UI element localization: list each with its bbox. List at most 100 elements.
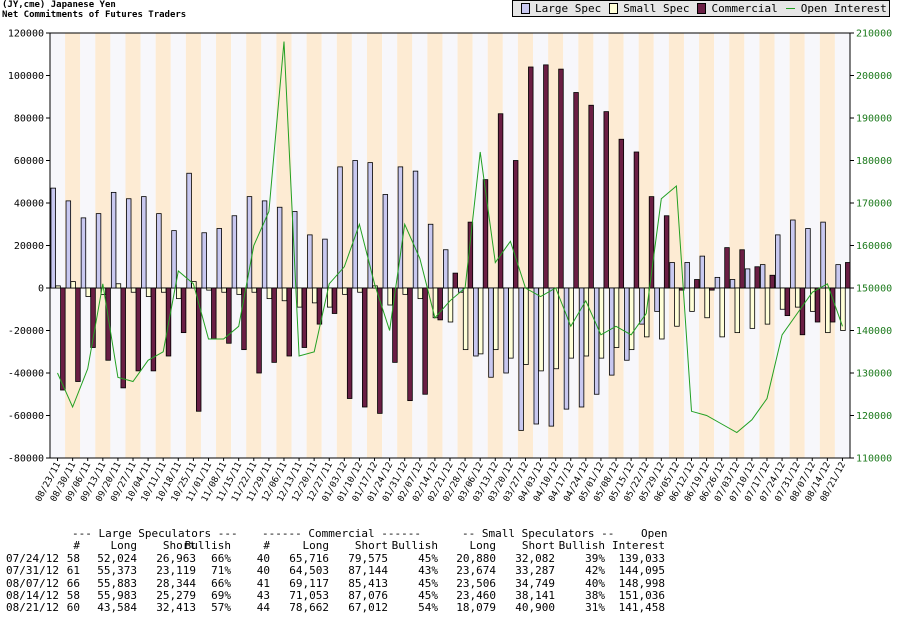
bar-large-spec xyxy=(65,200,72,289)
bar-large-spec xyxy=(533,287,539,425)
bar-commercial xyxy=(377,287,383,414)
bar-large-spec xyxy=(397,166,404,289)
bar-commercial xyxy=(558,68,564,289)
legend-label: Open Interest xyxy=(800,2,887,15)
background-band xyxy=(714,33,730,458)
table-cell: 87,144 xyxy=(348,564,388,578)
table-cell: 64,503 xyxy=(289,564,329,578)
bar-small-spec xyxy=(553,287,559,370)
bar-small-spec xyxy=(221,287,227,293)
table-cell: 71% xyxy=(211,564,231,578)
table-cell: 58 xyxy=(66,589,80,602)
table-cell: 23,119 xyxy=(156,564,196,578)
group-header-commercial: ------ Commercial ------ xyxy=(262,527,421,540)
bar-commercial xyxy=(452,272,458,289)
background-band xyxy=(442,33,458,458)
bar-commercial xyxy=(724,247,730,289)
column-header: Long xyxy=(302,539,330,553)
background-band xyxy=(80,33,96,458)
table-cell: 66% xyxy=(211,576,231,590)
bar-commercial xyxy=(512,160,519,289)
background-band xyxy=(321,33,337,458)
table-cell: 39% xyxy=(585,551,605,565)
background-band xyxy=(457,33,473,458)
table-cell: 23,460 xyxy=(456,589,496,602)
legend-commercial: Commercial xyxy=(697,2,778,15)
y-tick-label: 60000 xyxy=(14,156,44,167)
bar-commercial xyxy=(679,287,685,291)
bar-commercial xyxy=(286,287,292,357)
legend-label: Large Spec xyxy=(535,2,602,15)
bar-large-spec xyxy=(156,213,162,289)
net-commitments-chart: 120000100000800006000040000200000-20000-… xyxy=(8,29,892,504)
legend-line-open-interest xyxy=(785,8,795,9)
table-cell: 55,373 xyxy=(97,564,137,578)
bar-small-spec xyxy=(508,287,514,359)
group-header-large-spec: --- Large Speculators --- xyxy=(72,527,238,540)
bar-large-spec xyxy=(548,287,555,427)
column-header: Long xyxy=(110,539,138,553)
chart-subtitle: Net Commitments of Futures Traders xyxy=(2,10,187,20)
table-cell: 33,287 xyxy=(515,564,555,578)
bar-small-spec xyxy=(523,287,529,365)
bar-commercial xyxy=(150,287,157,372)
background-band xyxy=(804,33,820,458)
bar-commercial xyxy=(618,138,625,289)
bar-large-spec xyxy=(412,170,419,289)
bar-small-spec xyxy=(749,287,756,329)
background-band xyxy=(638,33,654,458)
bar-commercial xyxy=(633,151,640,289)
bar-small-spec xyxy=(447,287,454,323)
bar-commercial xyxy=(573,92,579,289)
bar-large-spec xyxy=(292,211,298,289)
bar-small-spec xyxy=(764,287,771,325)
column-header: # xyxy=(263,539,270,553)
bar-commercial xyxy=(648,196,655,289)
bar-large-spec xyxy=(216,228,222,289)
bar-commercial xyxy=(60,287,66,391)
bar-commercial xyxy=(603,111,609,289)
chart-header: (JY,cme) Japanese Yen Net Commitments of… xyxy=(2,0,186,20)
y2-tick-label: 200000 xyxy=(856,71,892,82)
column-header: Short xyxy=(354,539,388,553)
bar-commercial xyxy=(271,287,277,363)
table-cell: 23,674 xyxy=(456,564,496,578)
table-cell: 139,033 xyxy=(618,551,665,565)
bar-large-spec xyxy=(669,262,675,289)
bar-large-spec xyxy=(322,238,328,289)
bar-commercial xyxy=(422,287,428,395)
bar-large-spec xyxy=(593,287,600,395)
legend-small-spec: Small Spec xyxy=(609,2,689,15)
table-cell: 43% xyxy=(418,564,438,578)
bar-large-spec xyxy=(624,287,630,361)
y2-tick-label: 130000 xyxy=(856,369,892,380)
table-cell: 23,506 xyxy=(456,576,496,590)
y-tick-label: -80000 xyxy=(8,454,44,465)
table-cell: 43,584 xyxy=(97,601,137,615)
row-date: 08/21/12 xyxy=(6,601,59,615)
table-cell: 40 xyxy=(256,564,270,578)
table-cell: 45% xyxy=(418,589,438,602)
table-cell: 45% xyxy=(418,576,438,590)
table-cell: 40 xyxy=(256,551,270,565)
bar-large-spec xyxy=(442,249,449,289)
table-cell: 38,141 xyxy=(515,589,555,602)
column-header: Short xyxy=(162,539,196,553)
table-cell: 25,279 xyxy=(156,589,196,602)
bar-commercial xyxy=(120,287,126,389)
bar-small-spec xyxy=(568,287,574,359)
y-tick-label: 40000 xyxy=(14,199,44,210)
legend-open-interest: Open Interest xyxy=(785,2,887,15)
table-cell: 44 xyxy=(256,601,270,615)
bar-commercial xyxy=(195,287,202,412)
y-tick-label: 80000 xyxy=(14,114,44,125)
bar-small-spec xyxy=(659,287,665,340)
bar-commercial xyxy=(845,262,851,289)
table-cell: 40,900 xyxy=(515,601,555,615)
bar-large-spec xyxy=(382,194,389,289)
bar-commercial xyxy=(437,287,443,321)
table-cell: 26,963 xyxy=(156,551,196,565)
bar-commercial xyxy=(694,279,700,289)
bar-large-spec xyxy=(50,187,56,289)
table-cell: 151,036 xyxy=(618,589,665,602)
